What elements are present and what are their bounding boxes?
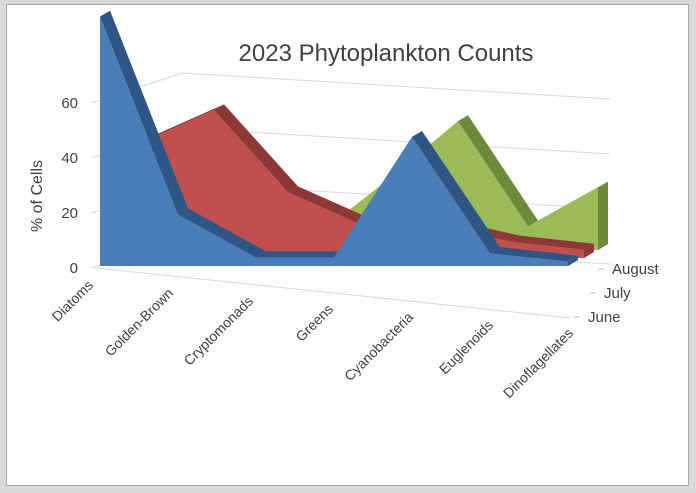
y-tick-label: 0 [70,260,78,277]
y-axis-label: % of Cells [29,160,46,232]
legend-label-june: June [588,309,621,326]
y-tick-label: 20 [61,205,78,222]
y-tick-label: 40 [61,150,78,167]
category-label: Cyanobacteria [341,309,416,384]
area-top-segment [140,104,224,144]
floor-front-edge [95,267,571,319]
legend-label-august: August [612,261,660,278]
legend-label-july: July [604,285,631,302]
category-label: Diatoms [48,277,96,325]
category-label: Euglenoids [436,317,496,377]
area-face [100,16,568,266]
area-top-segment [510,235,594,250]
area-end-cap [568,255,578,266]
gridline [91,72,611,104]
legend: June July August [574,261,660,326]
category-label: Greens [292,301,336,345]
area-top-segment [288,186,372,226]
area-top-segment [528,181,608,227]
area-top-segment [256,251,344,258]
series-july [139,104,594,259]
area-end-cap [598,181,608,250]
y-axis-ticks: 0 20 40 60 [61,95,78,277]
area-end-cap [584,243,594,258]
series-june [99,10,578,266]
category-labels: Diatoms Golden-Brown Cryptomonads Greens Cya… [48,277,576,401]
y-tick-label: 60 [61,95,78,112]
area-top-segment [178,208,266,258]
category-label: Golden-Brown [102,285,177,360]
area-top-segment [412,131,500,254]
area-top-segment [100,10,188,215]
area-top-segment [458,115,538,227]
category-label: Dinoflagellates [500,325,576,401]
area-top-segment [490,247,578,262]
category-label: Cryptomonads [180,293,256,369]
area-face [140,110,584,259]
area-top-segment [214,104,298,193]
series-areas [99,10,608,266]
chart-title: 2023 Phytoplankton Counts [239,40,534,67]
